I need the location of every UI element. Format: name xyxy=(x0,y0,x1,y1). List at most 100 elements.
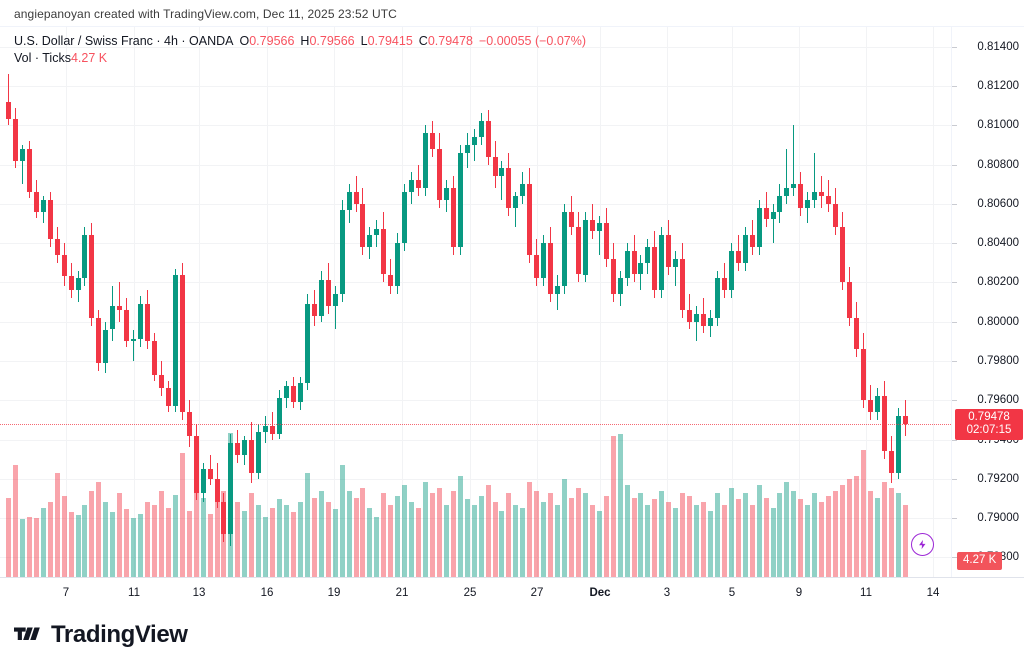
volume-bar xyxy=(728,487,734,577)
volume-bar xyxy=(791,490,797,577)
volume-bar xyxy=(819,502,825,577)
candle-body xyxy=(409,180,415,192)
candle-wick xyxy=(334,286,336,330)
gridline-vertical xyxy=(866,27,867,577)
candle-body xyxy=(235,443,241,456)
candle-wick xyxy=(675,250,677,287)
volume-bar xyxy=(742,493,748,577)
volume-bar xyxy=(172,494,178,577)
volume-bar xyxy=(902,505,908,577)
volume-bar xyxy=(888,487,894,577)
candle-body xyxy=(207,468,213,479)
candle-body xyxy=(26,148,32,192)
volume-bar xyxy=(645,505,651,577)
volume-bar xyxy=(186,510,192,577)
volume-bar xyxy=(638,493,644,577)
candle-body xyxy=(826,195,832,204)
volume-bar xyxy=(429,493,435,577)
gridline-horizontal xyxy=(0,164,951,166)
volume-bar xyxy=(256,505,262,577)
time-scale-label: 27 xyxy=(530,587,544,599)
volume-bar xyxy=(492,502,498,577)
volume-bar xyxy=(485,484,491,577)
volume-bar xyxy=(47,502,53,577)
volume-bar xyxy=(589,505,595,577)
volume-bar xyxy=(12,464,18,577)
gridline-vertical xyxy=(267,27,268,577)
volume-bar xyxy=(534,490,540,577)
volume-bar xyxy=(409,502,415,577)
candle-body xyxy=(110,305,116,330)
volume-bar xyxy=(110,512,116,577)
candle-body xyxy=(47,199,53,240)
volume-bar xyxy=(770,507,776,577)
volume-bar xyxy=(895,493,901,577)
candle-body xyxy=(61,254,67,277)
gridline-vertical xyxy=(537,27,538,577)
candle-body xyxy=(277,398,283,434)
candle-wick xyxy=(772,203,774,244)
volume-badge[interactable]: 4.27 K xyxy=(957,552,1003,570)
candle-wick xyxy=(821,176,823,208)
current-price-badge[interactable]: 0.79478 02:07:15 xyxy=(955,409,1023,441)
volume-bar xyxy=(846,479,852,577)
candle-wick xyxy=(119,282,121,322)
volume-bar xyxy=(26,516,32,577)
volume-bar xyxy=(562,479,567,577)
volume-bar xyxy=(471,505,477,577)
price-scale[interactable]: 0.81400 0.81200 0.81000 0.80800 0.80600 0.804… xyxy=(951,27,1024,577)
volume-bar xyxy=(423,481,428,577)
candle-body xyxy=(673,258,679,267)
volume-bar xyxy=(513,505,519,577)
gridline-vertical xyxy=(66,27,67,577)
candle-body xyxy=(193,435,199,493)
volume-bar xyxy=(805,505,811,577)
volume-bar xyxy=(721,505,727,577)
plot-area[interactable] xyxy=(0,27,951,577)
volume-bar xyxy=(680,493,686,577)
volume-bar xyxy=(346,490,352,577)
gridline-horizontal xyxy=(0,557,951,559)
volume-bar xyxy=(89,490,95,577)
candle-body xyxy=(694,313,700,322)
volume-bar xyxy=(367,507,373,577)
volume-bar xyxy=(374,516,380,577)
volume-bar xyxy=(117,493,123,577)
candle-wick xyxy=(8,74,9,126)
candle-body xyxy=(158,374,164,389)
candle-body xyxy=(82,235,88,279)
time-scale[interactable]: 7 11 13 16 19 21 25 27 Dec 3 5 9 11 14 xyxy=(0,577,1024,610)
volume-bar xyxy=(714,493,720,577)
volume-bar xyxy=(200,497,206,577)
volume-bar xyxy=(555,505,561,577)
candle-body xyxy=(492,156,498,177)
volume-bar xyxy=(54,473,60,577)
candle-body xyxy=(555,286,561,295)
candle-body xyxy=(624,250,630,279)
candle-wick xyxy=(473,129,475,161)
gridline-vertical xyxy=(799,27,800,577)
candle-body xyxy=(423,133,428,189)
candle-body xyxy=(680,258,686,310)
lightning-bolt-icon[interactable] xyxy=(910,533,934,556)
price-line xyxy=(0,424,951,426)
candle-wick xyxy=(515,192,517,228)
candle-body xyxy=(138,303,144,340)
candle-body xyxy=(374,229,380,236)
volume-bar xyxy=(165,507,171,577)
gridline-horizontal xyxy=(0,85,951,87)
price-scale-label: 0.80200 xyxy=(977,276,1019,289)
volume-bar xyxy=(297,502,303,577)
candle-body xyxy=(249,439,255,473)
candle-body xyxy=(284,386,289,399)
time-scale-label: Dec xyxy=(589,587,611,599)
gridline-vertical xyxy=(470,27,471,577)
candle-body xyxy=(290,386,296,403)
volume-bar xyxy=(158,490,164,577)
volume-bar xyxy=(235,502,241,577)
price-tick-mark xyxy=(952,125,957,127)
gridline-horizontal xyxy=(0,518,951,520)
candle-wick xyxy=(793,125,795,196)
time-scale-label: 21 xyxy=(395,587,409,599)
candle-body xyxy=(242,439,248,456)
